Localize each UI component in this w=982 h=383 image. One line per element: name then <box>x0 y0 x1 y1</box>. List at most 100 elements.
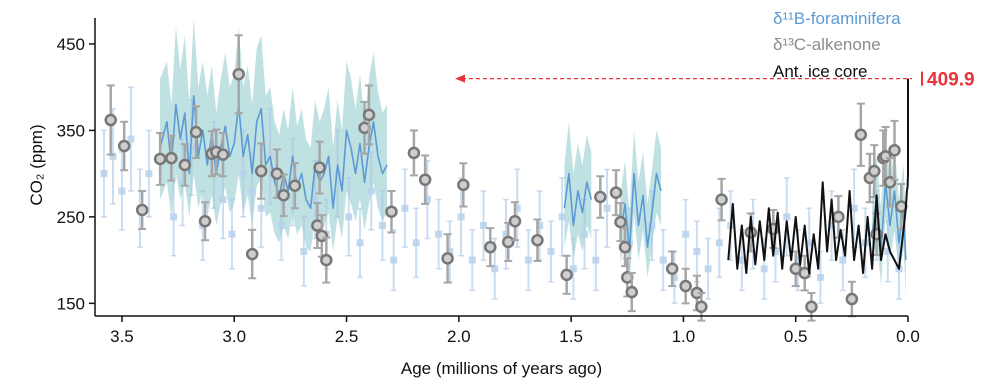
boron-point-marker <box>311 196 319 204</box>
alkenone-point <box>288 162 302 210</box>
alkenone-marker <box>385 205 398 218</box>
alkenone-marker <box>501 235 515 249</box>
boron-point <box>127 86 135 192</box>
boron-point-marker <box>839 256 847 264</box>
alkenone-marker <box>679 279 692 293</box>
x-tick-label: 2.0 <box>447 327 471 346</box>
alkenone-marker <box>715 193 728 206</box>
legend-entry-boron: δ¹¹B-foraminifera <box>773 9 901 28</box>
boron-point <box>345 177 353 257</box>
alkenone-point <box>245 228 259 280</box>
boron-point-marker <box>682 230 690 238</box>
alkenone-marker <box>888 144 901 157</box>
boron-point <box>334 129 342 218</box>
boron-point-marker <box>771 247 779 255</box>
alkenone-point <box>198 201 212 242</box>
alkenone-point <box>457 162 470 208</box>
ice-core-line <box>727 78 909 275</box>
alkenone-point <box>277 173 290 218</box>
boron-point-marker <box>536 222 544 230</box>
boron-point-marker <box>558 213 566 221</box>
boron-band-0 <box>160 18 387 252</box>
alkenone-point <box>609 169 623 217</box>
current-co2-arrow-icon <box>455 74 465 83</box>
boron-point-marker <box>145 170 153 178</box>
boron-point-marker <box>805 239 813 247</box>
legend-entry-ice-core: Ant. ice core <box>773 62 868 81</box>
alkenone-marker <box>609 186 623 199</box>
x-tick-label: 3.5 <box>110 327 134 346</box>
boron-point-marker <box>704 265 712 273</box>
alkenone-point <box>508 201 522 242</box>
boron-point <box>603 168 611 248</box>
boron-point-marker <box>569 265 577 273</box>
alkenone-point <box>560 254 573 295</box>
boron-point-marker <box>581 230 589 238</box>
y-tick-label: 250 <box>57 208 85 227</box>
boron-point-marker <box>401 204 409 212</box>
alkenone-marker <box>614 215 627 229</box>
alkenone-marker <box>189 125 203 139</box>
alkenone-marker <box>868 164 881 178</box>
boron-point-marker <box>378 222 386 230</box>
alkenone-point <box>715 177 728 222</box>
alkenone-point <box>665 250 679 288</box>
boron-point-marker <box>592 256 600 264</box>
alkenone-marker <box>165 151 178 165</box>
boron-point <box>760 237 768 300</box>
boron-point-marker <box>219 196 227 204</box>
alkenone-point <box>270 148 284 199</box>
alkenone-marker <box>665 262 679 276</box>
boron-point-marker <box>468 256 476 264</box>
boron-point-marker <box>670 273 678 281</box>
boron-point-marker <box>356 239 364 247</box>
alkenone-point <box>165 134 178 182</box>
boron-point-marker <box>457 213 465 221</box>
axes: 3.5 3.0 2.5 2.0 1.5 1.0 0.5 0.0 150 250 350 450 Ag… <box>27 18 920 378</box>
alkenone-point <box>189 105 203 160</box>
alkenone-marker <box>320 253 333 267</box>
alkenone-point <box>385 189 398 234</box>
boron-point <box>547 220 555 283</box>
alkenone-marker <box>216 148 230 161</box>
alkenone-point <box>679 267 692 305</box>
boron-point <box>457 177 465 257</box>
alkenone-point <box>254 142 268 200</box>
boron-point <box>783 177 791 257</box>
boron-point-marker <box>300 247 308 255</box>
alkenone-marker <box>277 189 290 202</box>
y-tick-label: 450 <box>57 35 85 54</box>
boron-point-marker <box>170 213 178 221</box>
boron-point-marker <box>423 196 431 204</box>
boron-point-marker <box>412 239 420 247</box>
x-axis-label: Age (millions of years ago) <box>401 359 602 378</box>
boron-point-marker <box>446 247 454 255</box>
boron-point <box>502 198 510 270</box>
boron-point <box>228 198 236 270</box>
alkenone-marker <box>832 210 845 224</box>
alkenone-point <box>216 132 230 178</box>
boron-point-marker <box>257 204 265 212</box>
boron-point-marker <box>179 178 187 186</box>
alkenone-marker <box>362 108 376 122</box>
x-tick-label: 0.0 <box>896 327 920 346</box>
boron-point <box>468 229 476 292</box>
alkenone-point <box>407 129 421 177</box>
alkenone-point <box>594 175 607 219</box>
legend-entry-alkenone: δ¹³C-alkenone <box>773 35 881 54</box>
alkenone-point <box>501 221 515 262</box>
boron-point-marker <box>547 247 555 255</box>
alkenone-point <box>888 119 901 181</box>
boron-point <box>693 220 701 283</box>
alkenone-point <box>313 140 326 195</box>
alkenone-marker <box>618 240 632 254</box>
boron-point-marker <box>435 230 443 238</box>
alkenone-marker <box>313 161 326 174</box>
x-tick-label: 0.5 <box>784 327 808 346</box>
boron-point-marker <box>334 170 342 178</box>
boron-point <box>659 229 667 292</box>
boron-point <box>145 129 153 218</box>
boron-point-marker <box>127 135 135 143</box>
boron-point <box>378 190 386 261</box>
